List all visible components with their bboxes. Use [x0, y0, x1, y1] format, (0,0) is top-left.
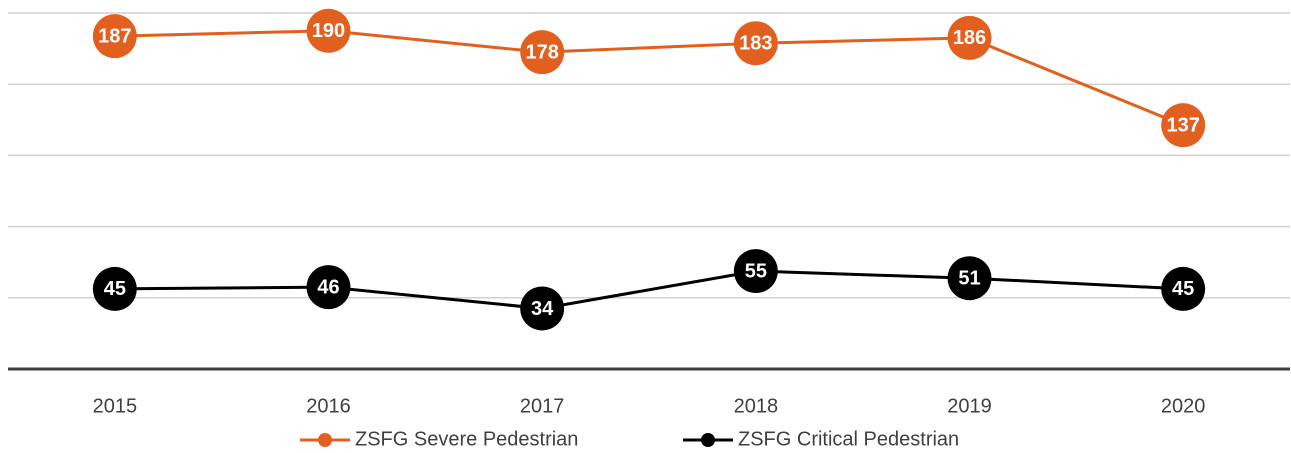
marker — [947, 256, 992, 301]
x-tick-label: 2020 — [1161, 395, 1206, 417]
data-label: 178 — [525, 41, 558, 63]
marker — [520, 30, 565, 75]
data-label: 137 — [1166, 114, 1199, 136]
data-label: 187 — [98, 25, 131, 47]
legend-marker — [318, 433, 332, 447]
x-tick-label: 2017 — [520, 395, 565, 417]
legend-label: ZSFG Severe Pedestrian — [355, 428, 578, 450]
data-label: 190 — [312, 20, 345, 42]
marker — [947, 15, 992, 60]
marker — [520, 286, 565, 331]
marker — [306, 265, 351, 310]
x-tick-label: 2019 — [947, 395, 992, 417]
marker — [733, 21, 778, 66]
data-label: 51 — [958, 268, 980, 290]
marker — [1161, 103, 1206, 148]
data-label: 34 — [531, 298, 554, 320]
legend-label: ZSFG Critical Pedestrian — [738, 428, 959, 450]
x-tick-label: 2018 — [734, 395, 779, 417]
marker — [92, 266, 137, 311]
marker — [306, 8, 351, 53]
x-tick-label: 2016 — [306, 395, 351, 417]
marker — [733, 249, 778, 294]
data-label: 186 — [953, 27, 986, 49]
x-tick-label: 2015 — [93, 395, 138, 417]
data-label: 46 — [317, 276, 339, 298]
series-line — [114, 269, 1184, 310]
marker — [1161, 266, 1206, 311]
data-label: 183 — [739, 33, 772, 55]
marker — [92, 14, 137, 59]
data-label: 45 — [1172, 278, 1194, 300]
data-label: 45 — [104, 278, 126, 300]
series-line — [114, 29, 1184, 127]
data-label: 55 — [745, 260, 767, 282]
legend-marker — [701, 433, 715, 447]
